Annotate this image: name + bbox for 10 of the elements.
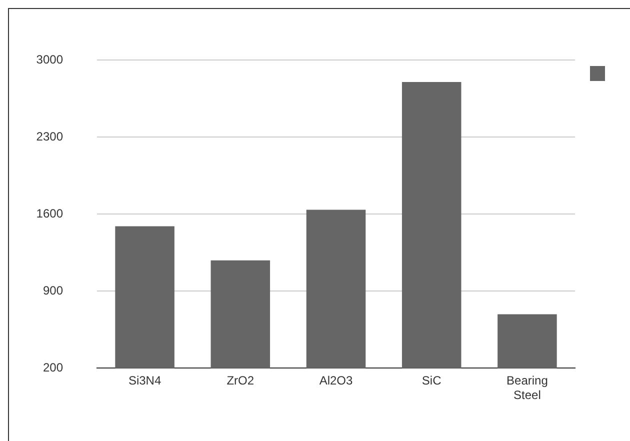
x-tick-label: Bearing Steel xyxy=(506,374,548,402)
y-tick-label: 200 xyxy=(42,360,64,375)
y-tick-label: 2300 xyxy=(36,129,64,144)
x-tick-label: ZrO2 xyxy=(226,374,254,388)
y-tick-label: 900 xyxy=(42,283,64,298)
x-tick-label: Al2O3 xyxy=(319,374,353,388)
x-tick-label: Si3N4 xyxy=(128,374,162,388)
y-tick-label: 1600 xyxy=(36,206,64,220)
y-tick-label: 3000 xyxy=(36,52,64,66)
x-tick-label: SiC xyxy=(422,374,442,388)
